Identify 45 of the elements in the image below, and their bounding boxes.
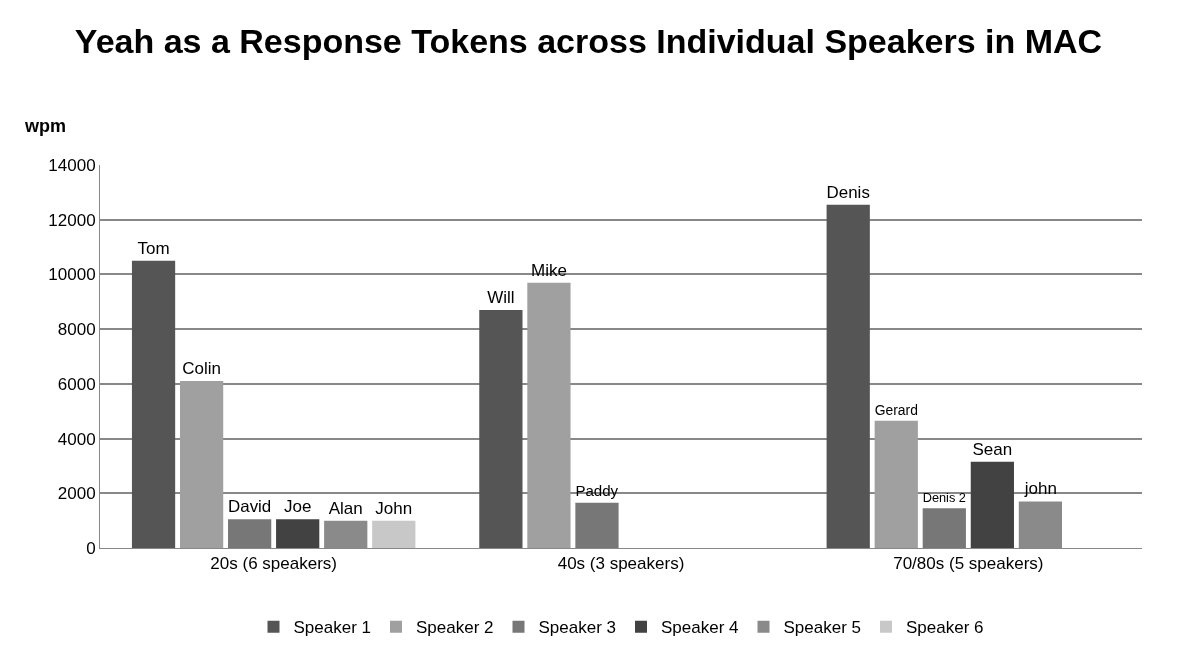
y-axis-title: wpm [24, 116, 67, 136]
y-tick-label: 6000 [57, 374, 96, 394]
data-label: Denis [826, 182, 870, 202]
bar [527, 282, 571, 548]
x-tick-label: 40s (3 speakers) [557, 554, 685, 574]
x-tick-label: 70/80s (5 speakers) [893, 554, 1044, 574]
data-label: Colin [182, 359, 221, 379]
legend-label: Speaker 1 [293, 618, 371, 638]
bar [575, 502, 619, 548]
y-tick-label: 12000 [48, 210, 96, 230]
legend-label: Speaker 5 [783, 618, 861, 638]
y-tick-label: 4000 [57, 429, 96, 449]
data-label: David [228, 497, 272, 517]
data-label: Tom [137, 238, 170, 258]
bar [276, 519, 320, 548]
data-label: Sean [972, 439, 1013, 459]
bar [826, 204, 870, 548]
data-label: john [1023, 479, 1057, 499]
bar [131, 260, 176, 548]
legend-label: Speaker 3 [538, 618, 616, 638]
y-tick-label: 2000 [57, 484, 96, 504]
legend-label: Speaker 6 [906, 618, 984, 638]
chart-title: Yeah as a Response Tokens across Individual Speakers in MAC [74, 22, 1103, 61]
y-tick-label: 10000 [48, 265, 96, 285]
data-label: Will [487, 287, 515, 307]
data-label: Alan [328, 498, 363, 518]
x-tick-label: 20s (6 speakers) [210, 554, 337, 574]
y-tick-label: 8000 [57, 320, 96, 340]
data-label: Gerard [874, 401, 918, 418]
data-label: Mike [530, 260, 567, 280]
bar [179, 381, 224, 548]
data-label: Joe [283, 497, 312, 517]
bar [874, 420, 918, 548]
bar [372, 520, 416, 548]
bar [479, 309, 523, 548]
legend-label: Speaker 4 [661, 618, 739, 638]
bar [970, 461, 1014, 548]
data-label: John [375, 498, 413, 518]
bar [228, 519, 272, 548]
bar [922, 508, 966, 548]
y-tick-label: 0 [86, 538, 96, 558]
data-label: Paddy [575, 482, 619, 500]
data-label: Denis 2 [922, 490, 966, 506]
y-tick-label: 14000 [48, 155, 96, 175]
legend-label: Speaker 2 [416, 618, 494, 638]
